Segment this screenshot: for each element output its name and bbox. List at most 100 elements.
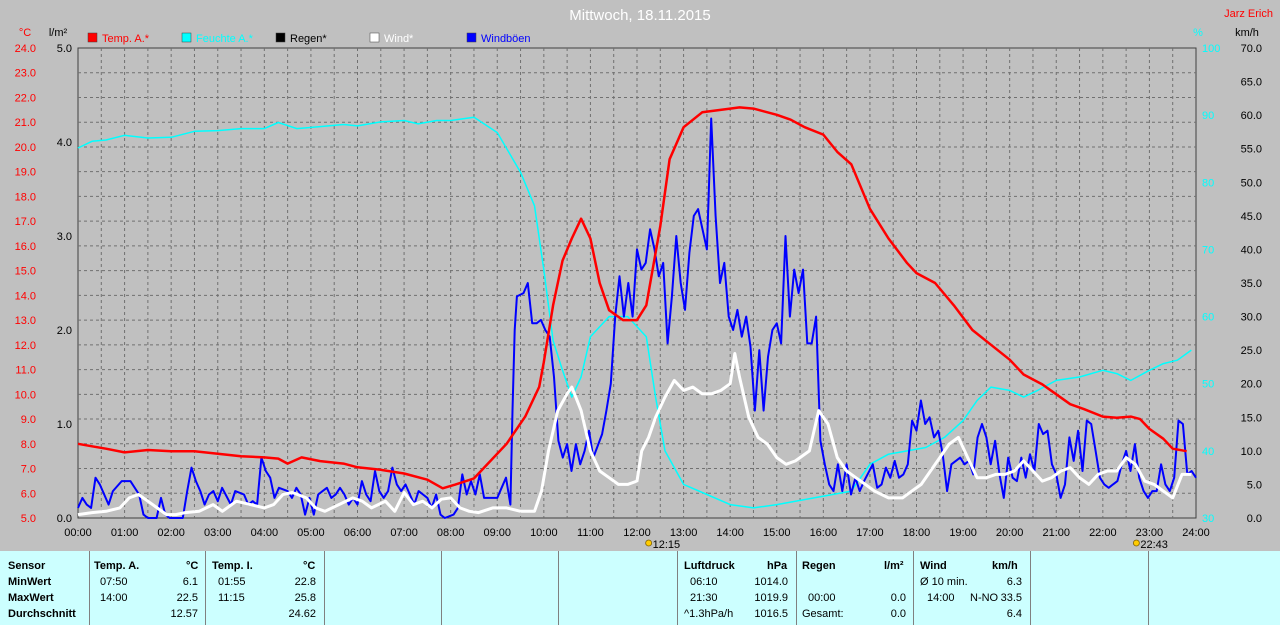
rain-tick-label: 5.0: [57, 43, 72, 55]
pressure-trend: ^1.3hPa/h: [684, 608, 734, 620]
legend-swatch: [275, 32, 286, 43]
temp-tick-label: 8.0: [21, 439, 36, 451]
pressure-min-time: 06:10: [690, 576, 718, 588]
chart-title: Mittwoch, 18.11.2015: [569, 7, 710, 24]
legend-label: Temp. A.*: [102, 33, 150, 45]
temp-a-unit: °C: [186, 560, 199, 572]
separator: [677, 551, 678, 625]
legend-label: Windböen: [481, 33, 531, 45]
x-tick-label: 17:00: [856, 527, 884, 539]
wind-tick-label: 40.0: [1241, 244, 1262, 256]
pressure-unit: hPa: [767, 560, 788, 572]
legend-label: Feuchte A.*: [196, 33, 254, 45]
rain-tick-label: 2.0: [57, 325, 72, 337]
x-tick-label: 21:00: [1042, 527, 1070, 539]
wind-max-direction: N-NO: [970, 592, 999, 604]
x-tick-label: 24:00: [1182, 527, 1210, 539]
separator: [558, 551, 559, 625]
temp-tick-label: 20.0: [15, 142, 36, 154]
chart-grid: [77, 47, 1197, 519]
legend-label: Regen*: [290, 33, 327, 45]
temp-tick-label: 9.0: [21, 414, 36, 426]
wind-tick-label: 55.0: [1241, 144, 1262, 156]
x-tick-label: 02:00: [157, 527, 185, 539]
temp-tick-label: 10.0: [15, 389, 36, 401]
wind-tick-label: 60.0: [1241, 110, 1262, 122]
temp-i-max-value: 25.8: [294, 592, 316, 604]
wind-tick-label: 20.0: [1241, 379, 1262, 391]
x-tick-label: 00:00: [64, 527, 92, 539]
humidity-tick-label: 70: [1202, 244, 1214, 256]
rain-unit: l/m²: [884, 560, 904, 572]
temp-i-max-time: 11:15: [218, 592, 245, 604]
wind-unit: km/h: [992, 560, 1018, 572]
x-tick-label: 03:00: [204, 527, 232, 539]
wind-tick-label: 30.0: [1241, 312, 1262, 324]
x-tick-label: 16:00: [810, 527, 838, 539]
rain-tick-label: 1.0: [57, 419, 72, 431]
x-tick-label: 04:00: [251, 527, 279, 539]
rain-tick-label: 0.0: [57, 513, 72, 525]
x-tick-label: 07:00: [390, 527, 418, 539]
legend-swatch: [181, 32, 192, 43]
series-line-windb-en: [77, 117, 1197, 519]
temp-tick-label: 5.0: [21, 513, 36, 525]
separator: [324, 551, 325, 625]
temp-i-min-value: 22.8: [294, 576, 316, 588]
row-max-label: MaxWert: [8, 592, 54, 604]
temp-tick-label: 19.0: [15, 167, 36, 179]
x-tick-label: 14:00: [716, 527, 744, 539]
chart-legend: Temp. A.* Feuchte A.* Regen* Wind* Windböen: [87, 32, 531, 45]
pressure-max-value: 1019.9: [754, 592, 788, 604]
separator: [205, 551, 206, 625]
temp-tick-label: 17.0: [15, 216, 36, 228]
x-tick-label: 19:00: [949, 527, 977, 539]
temp-tick-label: 7.0: [21, 464, 36, 476]
row-min-label: MinWert: [8, 576, 52, 588]
temp-a-min-value: 6.1: [182, 576, 198, 588]
row-avg-label: Durchschnitt: [8, 608, 76, 620]
temp-i-avg-value: 24.62: [288, 608, 316, 620]
sensor-header: Sensor: [8, 560, 46, 572]
wind-header: Wind: [920, 560, 947, 572]
humidity-unit: %: [1193, 27, 1203, 39]
x-tick-label: 15:00: [763, 527, 791, 539]
humidity-tick-label: 50: [1202, 379, 1214, 391]
temp-tick-label: 14.0: [15, 290, 36, 302]
separator: [1030, 551, 1031, 625]
wind-max-time: 14:00: [927, 592, 955, 604]
marker-label: 12:15: [653, 539, 681, 551]
wind-tick-label: 15.0: [1241, 412, 1262, 424]
temp-a-avg-value: 12.57: [170, 608, 198, 620]
temp-tick-label: 6.0: [21, 488, 36, 500]
temp-a-header: Temp. A.: [94, 560, 140, 572]
temp-a-max-time: 14:00: [100, 592, 128, 604]
x-tick-label: 10:00: [530, 527, 558, 539]
temp-i-min-time: 01:55: [218, 576, 246, 588]
sun-marker-icon: [645, 539, 653, 547]
series-line-feuchte-a: [77, 116, 1192, 509]
wind-tick-label: 10.0: [1241, 446, 1262, 458]
wind-tick-label: 70.0: [1241, 43, 1262, 55]
separator: [1148, 551, 1149, 625]
temp-unit: °C: [19, 27, 31, 39]
temp-i-header: Temp. I.: [212, 560, 253, 572]
x-tick-label: 01:00: [111, 527, 139, 539]
sun-marker-icon: [1132, 539, 1140, 547]
wind-tick-label: 65.0: [1241, 77, 1262, 89]
temp-tick-label: 13.0: [15, 315, 36, 327]
humidity-tick-label: 60: [1202, 312, 1214, 324]
pressure-header: Luftdruck: [684, 560, 735, 572]
x-tick-label: 13:00: [670, 527, 698, 539]
rain-tick-label: 4.0: [57, 137, 72, 149]
weather-chart: 5.0 6.0 7.0 8.0 9.0 10.0 11.0 12.0 13.0 14.0 15.0 1…: [15, 7, 1273, 551]
temp-i-unit: °C: [303, 560, 316, 572]
chart-axes: 5.0 6.0 7.0 8.0 9.0 10.0 11.0 12.0 13.0 14.0 15.0 1…: [15, 43, 1262, 551]
x-tick-label: 05:00: [297, 527, 325, 539]
x-tick-label: 20:00: [996, 527, 1024, 539]
temp-tick-label: 23.0: [15, 68, 36, 80]
separator: [89, 551, 90, 625]
wind-tick-label: 0.0: [1247, 513, 1262, 525]
x-tick-label: 22:00: [1089, 527, 1117, 539]
temp-tick-label: 21.0: [15, 117, 36, 129]
